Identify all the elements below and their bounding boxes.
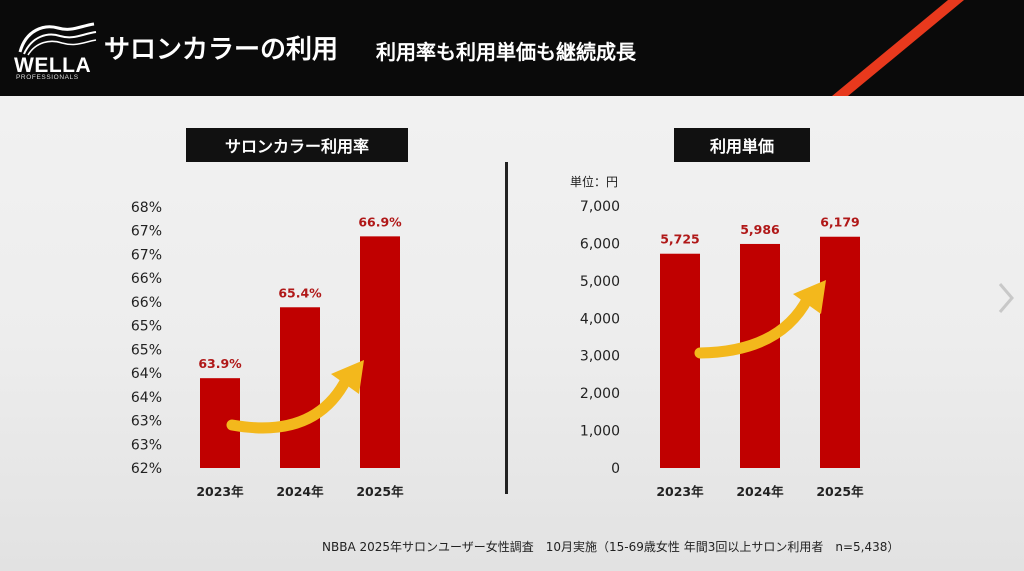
y-tick-label: 65% [131, 319, 162, 335]
x-tick-label: 2024年 [736, 484, 784, 499]
y-tick-label: 4,000 [580, 311, 620, 327]
logo-subtitle: PROFESSIONALS [16, 74, 79, 81]
y-tick-label: 2,000 [580, 386, 620, 402]
y-tick-label: 5,000 [580, 274, 620, 290]
x-tick-label: 2025年 [356, 484, 404, 499]
y-tick-label: 64% [131, 366, 162, 382]
chart-title-usage-rate: サロンカラー利用率 [186, 128, 408, 162]
page-title: サロンカラーの利用 [104, 35, 339, 65]
bar [360, 236, 400, 468]
data-label: 6,179 [820, 215, 860, 230]
header-accent-stripe [832, 0, 964, 96]
bar [280, 307, 320, 468]
y-tick-label: 68% [131, 200, 162, 216]
y-tick-label: 65% [131, 342, 162, 358]
y-tick-label: 3,000 [580, 349, 620, 365]
x-tick-label: 2023年 [196, 484, 244, 499]
data-label: 66.9% [358, 214, 402, 229]
data-label: 5,986 [740, 222, 780, 237]
y-tick-label: 0 [611, 461, 620, 477]
page-subtitle: 利用率も利用単価も継続成長 [376, 40, 636, 64]
unit-label: 単位：円 [570, 175, 619, 189]
y-tick-label: 63% [131, 437, 162, 453]
y-tick-label: 7,000 [580, 199, 620, 215]
trend-arrow-head [331, 360, 364, 394]
bar [740, 243, 780, 468]
x-tick-label: 2025年 [816, 484, 864, 499]
y-tick-label: 63% [131, 414, 162, 430]
x-tick-label: 2024年 [276, 484, 324, 499]
y-tick-label: 6,000 [580, 236, 620, 252]
y-tick-label: 67% [131, 247, 162, 263]
y-tick-label: 67% [131, 224, 162, 240]
header-bar: WELLA PROFESSIONALS サロンカラーの利用 利用率も利用単価も継… [0, 0, 1024, 96]
x-tick-label: 2023年 [656, 484, 704, 499]
y-tick-label: 66% [131, 295, 162, 311]
data-label: 5,725 [660, 232, 700, 247]
wella-logo: WELLA PROFESSIONALS [14, 22, 98, 82]
logo-wordmark: WELLA [14, 54, 92, 77]
y-tick-label: 1,000 [580, 424, 620, 440]
y-tick-label: 66% [131, 271, 162, 287]
chart-divider [505, 162, 508, 494]
wella-wave-icon [18, 22, 97, 56]
trend-arrow-shaft [226, 372, 353, 434]
data-label: 63.9% [198, 356, 242, 371]
trend-arrow-head [793, 280, 826, 314]
chart-title-unit-price: 利用単価 [674, 128, 810, 162]
y-tick-label: 62% [131, 461, 162, 477]
trend-arrow-shaft [694, 292, 814, 359]
data-label: 65.4% [278, 285, 322, 300]
y-tick-label: 64% [131, 390, 162, 406]
chevron-right-icon[interactable] [994, 280, 1018, 316]
bar [660, 253, 700, 468]
source-footnote: NBBA 2025年サロンユーザー女性調査 10月実施（15-69歳女性 年間3… [322, 540, 900, 554]
bar [820, 236, 860, 468]
